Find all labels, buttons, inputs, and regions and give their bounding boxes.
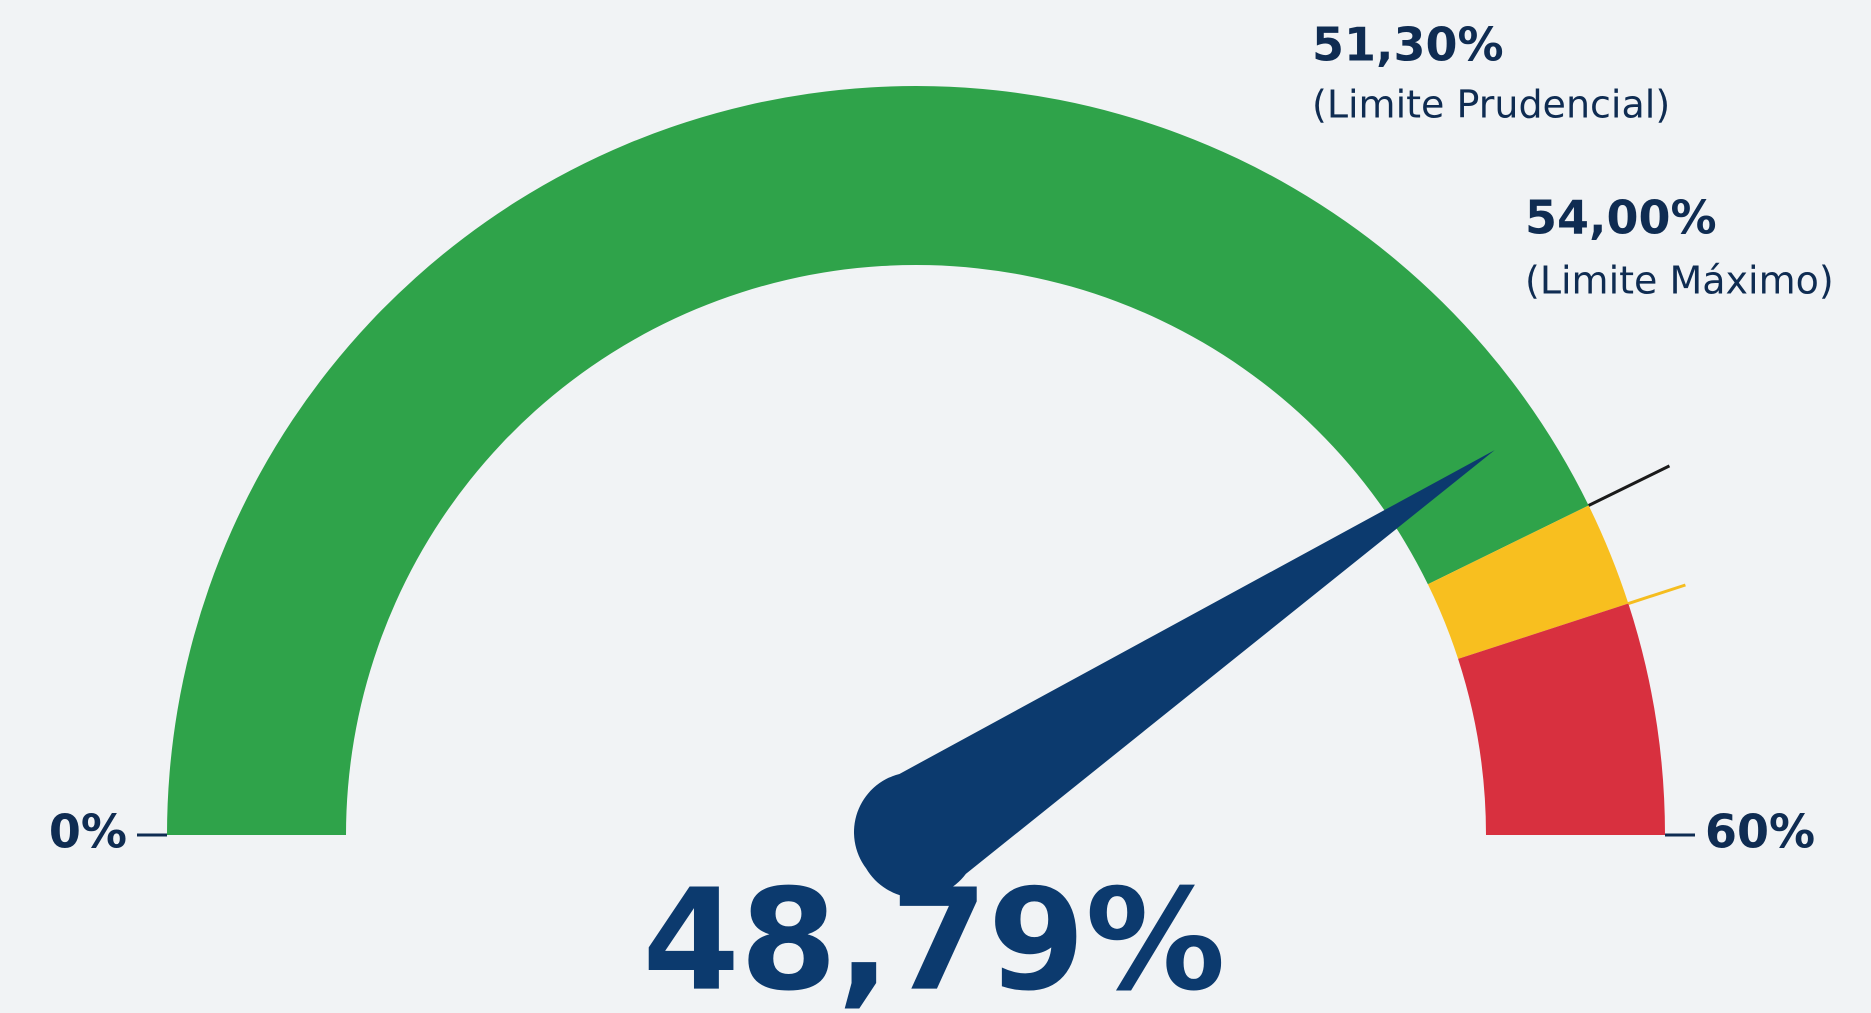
threshold-value: 51,30% [1312, 18, 1504, 72]
threshold-value: 54,00% [1525, 191, 1717, 245]
threshold-name: (Limite Máximo) [1525, 259, 1834, 303]
threshold-name: (Limite Prudencial) [1312, 83, 1670, 127]
tick-label: 0% [49, 805, 127, 859]
needle [853, 450, 1495, 898]
tick-label: 60% [1705, 805, 1815, 859]
gauge-band [1427, 505, 1629, 659]
gauge-value: 48,79% [642, 860, 1225, 1013]
gauge-band [167, 85, 1589, 835]
threshold-leader [1627, 583, 1686, 605]
threshold-leader [1587, 464, 1671, 507]
gauge-band [1458, 603, 1665, 835]
